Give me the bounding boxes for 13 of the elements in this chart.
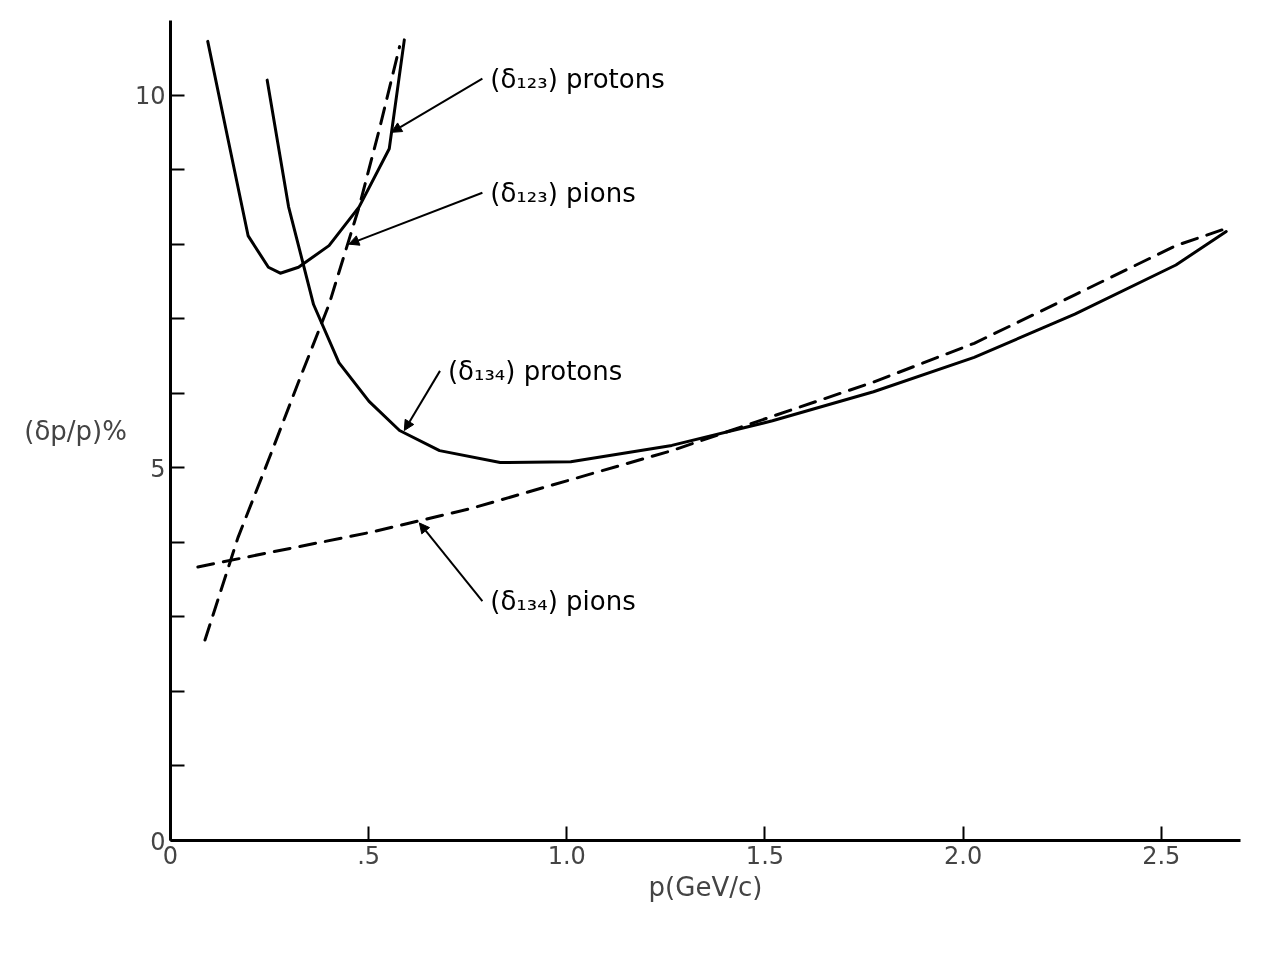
x-tick-label: 1.0 xyxy=(547,841,586,870)
text: (δ₁₂₃) pions xyxy=(490,177,636,208)
text: (δ₁₃₄) pions xyxy=(490,586,636,617)
x-tick-label: 2.0 xyxy=(944,841,983,870)
y-tick-label: 5 xyxy=(150,454,166,483)
x-axis-title: p(GeV/c) xyxy=(648,871,763,902)
text: (δ₁₂₃) protons xyxy=(490,63,665,94)
x-tick-label: 1.5 xyxy=(745,841,785,870)
x-tick-label: 2.5 xyxy=(1142,841,1181,870)
y-tick-label: 10 xyxy=(134,82,166,111)
y-axis-title: (δp/p)% xyxy=(24,415,127,446)
text: (δ₁₃₄) protons xyxy=(447,355,623,386)
x-tick-label: .5 xyxy=(357,841,381,870)
